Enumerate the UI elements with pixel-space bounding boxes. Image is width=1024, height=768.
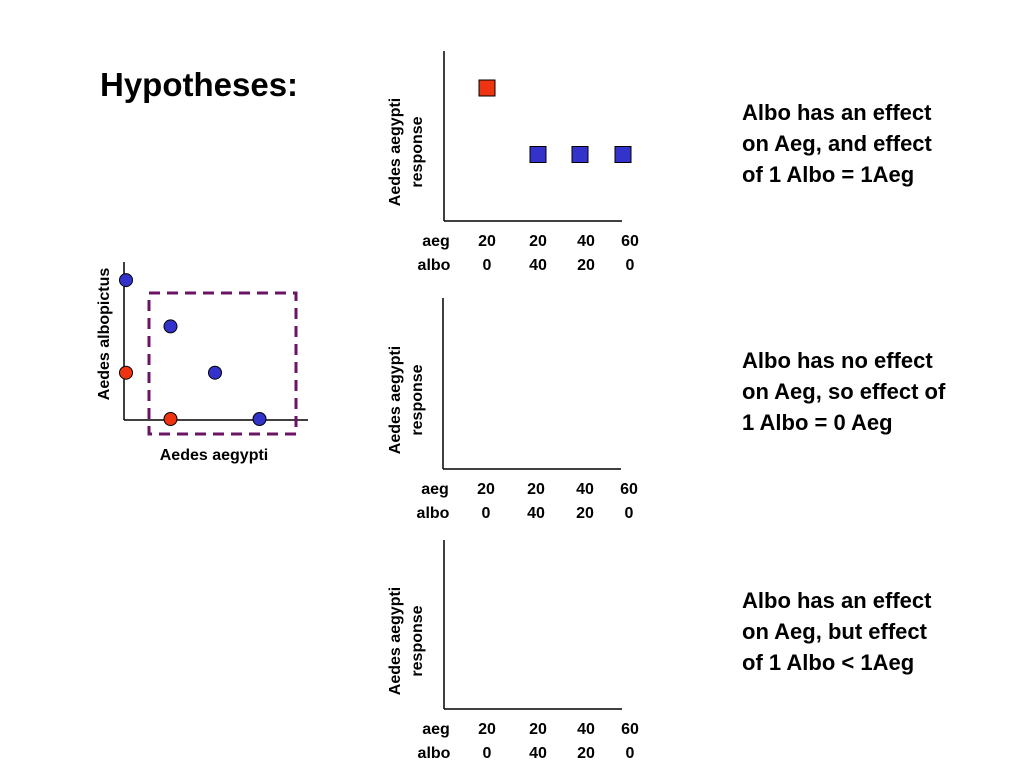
panel-3-aeg-row-label: aeg (422, 721, 450, 738)
panel-3-aeg-tick-3: 40 (577, 721, 595, 738)
panel-2-aeg-tick-4: 60 (620, 481, 638, 498)
scatter-point-4 (252, 412, 267, 426)
scatter-point-3 (208, 365, 222, 380)
panel-3-aeg-tick-2: 20 (529, 721, 547, 738)
hypothesis-2-line-3: 1 Albo = 0 Aeg (742, 410, 893, 435)
panel-1-aeg-tick-1: 20 (478, 233, 496, 250)
panel-2-albo-tick-1: 0 (482, 505, 491, 522)
panel-2-aeg-tick-3: 40 (576, 481, 594, 498)
panel-1-aeg-tick-3: 40 (577, 233, 595, 250)
panel-3-albo-tick-4: 0 (626, 745, 635, 762)
panel-3-albo-tick-2: 40 (529, 745, 547, 762)
panel-1-y-label-line-1: Aedes aegypti (387, 98, 404, 206)
panel-1-albo-tick-1: 0 (483, 257, 492, 274)
panel-2-tick-labels: aeg albo 20 20 40 60 0 40 20 0 (417, 481, 638, 522)
panel-2-albo-tick-2: 40 (527, 505, 545, 522)
panel-2-y-label-line-2: response (409, 364, 426, 435)
hypothesis-1-line-2: on Aeg, and effect (742, 131, 932, 156)
panel-2-aeg-tick-2: 20 (527, 481, 545, 498)
panel-1-aeg-tick-4: 60 (621, 233, 639, 250)
panel-2-albo-tick-3: 20 (576, 505, 594, 522)
panel-3-albo-tick-3: 20 (577, 745, 595, 762)
hypothesis-1-line-1: Albo has an effect (742, 100, 932, 125)
panel-1-point-1 (478, 79, 496, 97)
panel-1-albo-tick-4: 0 (626, 257, 635, 274)
hypothesis-3-line-2: on Aeg, but effect (742, 619, 927, 644)
panel-3-aeg-tick-1: 20 (478, 721, 496, 738)
scatter-point-5 (119, 365, 133, 380)
scatter-y-label: Aedes albopictus (96, 268, 113, 401)
panel-1-albo-tick-2: 40 (529, 257, 547, 274)
hypothesis-2-line-2: on Aeg, so effect of (742, 379, 946, 404)
response-panel-1: Aedes aegypti response aeg albo 20 20 40 60 0 4… (387, 51, 639, 274)
panel-1-albo-tick-3: 20 (577, 257, 595, 274)
panel-1-albo-row-label: albo (418, 257, 451, 274)
panel-1-aeg-row-label: aeg (422, 233, 450, 250)
scatter-point-2 (163, 319, 178, 334)
hypothesis-3-line-3: of 1 Albo < 1Aeg (742, 650, 915, 675)
page-title: Hypotheses: (100, 66, 299, 103)
hypothesis-2-line-1: Albo has no effect (742, 348, 933, 373)
scatter-points (119, 273, 267, 426)
region-box (147, 291, 298, 436)
hypothesis-2-text: Albo has no effect on Aeg, so effect of … (742, 345, 1012, 438)
hypothesis-3-line-1: Albo has an effect (742, 588, 932, 613)
panel-1-y-label-line-2: response (409, 116, 426, 187)
hypothesis-1-text: Albo has an effect on Aeg, and effect of… (742, 97, 1012, 190)
panel-2-albo-row-label: albo (417, 505, 450, 522)
panel-1-tick-labels: aeg albo 20 20 40 60 0 40 20 0 (418, 233, 639, 274)
panel-2-aeg-tick-1: 20 (477, 481, 495, 498)
panel-1-point-3 (571, 146, 589, 163)
panel-3-albo-row-label: albo (418, 745, 451, 762)
panel-1-aeg-tick-2: 20 (529, 233, 547, 250)
hypothesis-1-line-3: of 1 Albo = 1Aeg (742, 162, 915, 187)
panel-3-y-label-line-2: response (409, 605, 426, 676)
response-panel-3: Aedes aegypti response aeg albo 20 20 40 60 0 4… (387, 540, 639, 762)
scatter-plot: Aedes aegypti Aedes albopictus (96, 262, 308, 464)
scatter-point-1 (119, 273, 133, 288)
hypothesis-3-text: Albo has an effect on Aeg, but effect of… (742, 585, 1012, 678)
panel-2-albo-tick-4: 0 (625, 505, 634, 522)
panel-3-aeg-tick-4: 60 (621, 721, 639, 738)
panel-3-tick-labels: aeg albo 20 20 40 60 0 40 20 0 (418, 721, 639, 762)
response-panel-2: Aedes aegypti response aeg albo 20 20 40 60 0 4… (387, 298, 638, 522)
panel-3-y-label-line-1: Aedes aegypti (387, 587, 404, 695)
panel-2-y-label-line-1: Aedes aegypti (387, 346, 404, 454)
panel-2-aeg-row-label: aeg (421, 481, 449, 498)
scatter-point-6 (163, 412, 178, 426)
scatter-x-label: Aedes aegypti (160, 447, 268, 464)
panel-1-marks (478, 79, 632, 163)
panel-1-point-4 (614, 146, 632, 163)
panel-3-albo-tick-1: 0 (483, 745, 492, 762)
panel-1-point-2 (529, 146, 547, 163)
